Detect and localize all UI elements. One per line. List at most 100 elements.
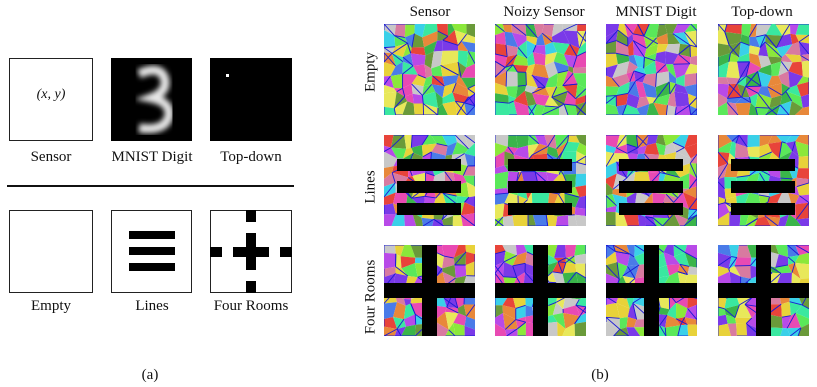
- graph-edge: [575, 299, 580, 306]
- region-cell: [442, 40, 459, 51]
- graph-edge: [436, 143, 448, 147]
- graph-edge: [776, 35, 783, 49]
- graph-edge: [551, 97, 565, 105]
- graph-edge: [653, 97, 658, 104]
- region-cell: [563, 305, 580, 317]
- row-label-four-rooms: Four Rooms: [362, 259, 379, 335]
- graph-edge: [495, 53, 508, 58]
- graph-edge: [454, 251, 467, 266]
- region-cell: [665, 315, 681, 328]
- graph-edge: [689, 44, 697, 48]
- region-cell: [673, 135, 689, 148]
- graph-edge: [687, 308, 697, 321]
- wall-segment: [246, 210, 256, 222]
- graph-edge: [718, 202, 726, 206]
- region-cell: [656, 24, 668, 38]
- graph-edge: [613, 328, 621, 336]
- region-cell: [563, 30, 580, 49]
- graph-edge: [411, 83, 423, 96]
- region-cell: [795, 312, 809, 328]
- region-cell: [653, 94, 670, 106]
- voronoi-tile: [495, 135, 586, 226]
- region-cell: [795, 24, 809, 35]
- region-cell: [790, 33, 799, 45]
- region-cell: [613, 327, 629, 336]
- graph-edge: [689, 163, 697, 179]
- graph-edge: [402, 56, 414, 67]
- region-cell: [461, 77, 475, 89]
- region-cell: [464, 196, 475, 208]
- graph-edge: [462, 165, 469, 176]
- graph-edge: [755, 34, 766, 38]
- region-cell: [512, 251, 527, 266]
- region-cell: [424, 64, 433, 79]
- graph-edge: [464, 102, 475, 107]
- region-cell: [642, 82, 657, 98]
- region-cell: [626, 191, 637, 206]
- region-cell: [718, 77, 729, 85]
- graph-edge: [724, 308, 736, 318]
- graph-edge: [460, 214, 475, 226]
- region-cell: [755, 24, 772, 37]
- graph-edge: [437, 30, 449, 37]
- region-cell: [754, 216, 771, 226]
- region-cell: [684, 135, 697, 148]
- region-cell: [384, 266, 396, 278]
- region-cell: [768, 56, 782, 65]
- graph-edge: [457, 33, 467, 46]
- graph-edge: [528, 154, 533, 160]
- region-cell: [495, 151, 505, 169]
- region-cell: [736, 323, 748, 336]
- region-cell: [626, 317, 637, 328]
- graph-edge: [755, 107, 770, 109]
- region-cell: [785, 141, 799, 157]
- region-cell: [431, 143, 448, 156]
- obstacle-wall: [384, 283, 475, 298]
- region-cell: [746, 312, 757, 329]
- graph-edge: [567, 91, 576, 100]
- region-cell: [689, 173, 697, 189]
- graph-edge: [615, 52, 629, 57]
- obstacle-wall: [718, 283, 809, 298]
- region-cell: [758, 41, 769, 57]
- graph-edge: [636, 135, 648, 146]
- region-cell: [525, 63, 535, 76]
- region-cell: [626, 93, 640, 109]
- region-cell: [504, 146, 518, 155]
- graph-edge: [395, 266, 409, 277]
- region-cell: [466, 182, 475, 198]
- region-cell: [394, 24, 406, 38]
- graph-edge: [726, 102, 739, 115]
- graph-edge: [562, 83, 578, 87]
- region-cell: [666, 105, 677, 115]
- graph-edge: [795, 245, 809, 254]
- line-bar: [129, 247, 175, 255]
- label-empty: Empty: [31, 298, 71, 314]
- graph-edge: [659, 325, 667, 336]
- region-cell: [411, 135, 429, 148]
- region-cell: [758, 55, 772, 68]
- graph-edge: [791, 141, 796, 152]
- region-cell: [437, 103, 448, 115]
- region-cell: [458, 50, 469, 68]
- voronoi-tile: [384, 24, 475, 115]
- region-cell: [776, 44, 793, 58]
- env-empty-box: [9, 210, 93, 293]
- graph-edge: [672, 33, 691, 46]
- graph-edge: [746, 75, 762, 87]
- region-cell: [525, 305, 534, 317]
- sensor-box: (x, y): [9, 58, 93, 141]
- graph-edge: [688, 96, 697, 106]
- region-cell: [673, 142, 691, 159]
- region-cell: [616, 93, 629, 107]
- graph-edge: [411, 195, 425, 199]
- graph-edge: [454, 135, 469, 150]
- region-cell: [515, 85, 527, 99]
- graph-edge: [680, 317, 686, 326]
- region-cell: [384, 192, 396, 206]
- graph-edge: [394, 35, 408, 44]
- graph-edge: [384, 47, 393, 54]
- region-cell: [718, 202, 730, 220]
- region-cell: [433, 298, 447, 308]
- graph-edge: [672, 141, 685, 148]
